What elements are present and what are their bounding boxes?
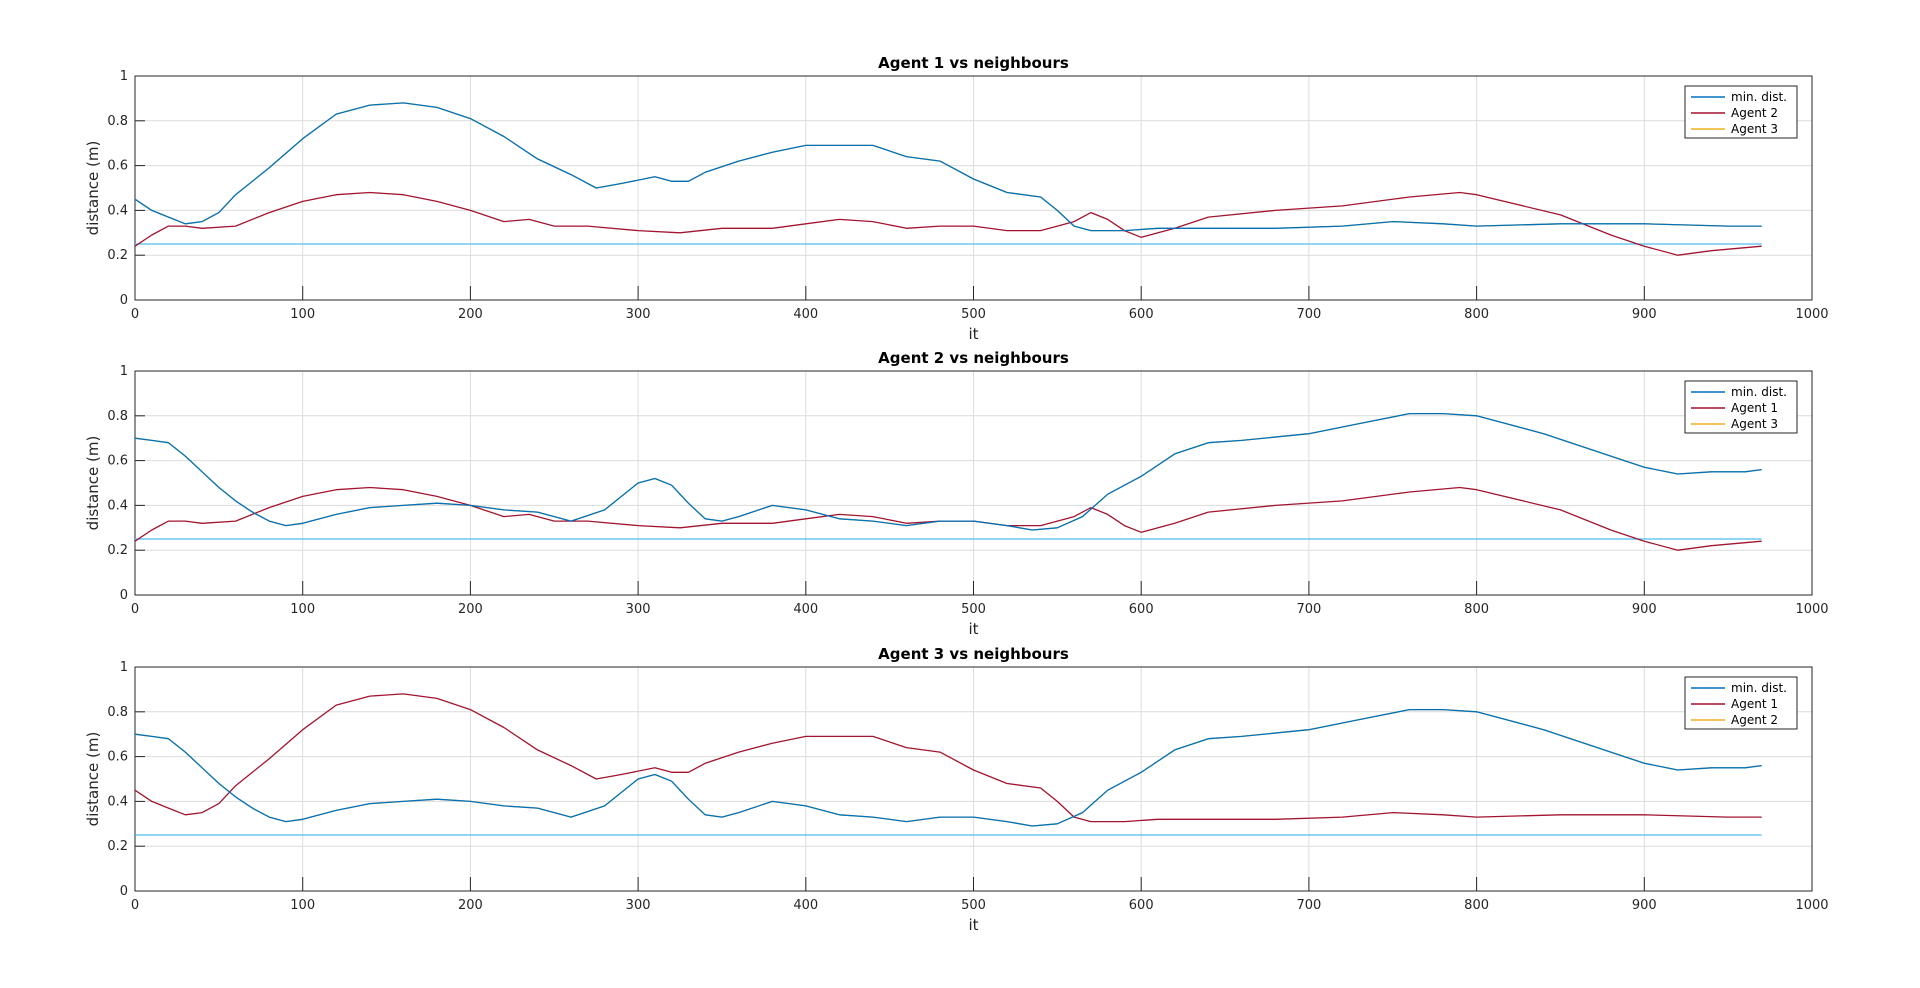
y-tick-label: 0.8: [107, 409, 128, 424]
series-line-1: [134, 102, 1762, 232]
y-tick-label: 0.6: [107, 159, 128, 174]
x-tick-label: 400: [793, 307, 818, 322]
series-line-2: [134, 191, 1762, 256]
x-tick-label: 500: [961, 898, 986, 913]
x-tick-label: 600: [1129, 602, 1154, 617]
legend-entry: min. dist.: [1731, 385, 1787, 399]
x-tick-label: 1000: [1795, 602, 1828, 617]
x-tick-label: 400: [793, 602, 818, 617]
legend-entry: min. dist.: [1731, 90, 1787, 104]
chart-title: Agent 1 vs neighbours: [878, 54, 1069, 72]
x-tick-label: 1000: [1795, 898, 1828, 913]
y-tick-label: 0: [120, 293, 128, 308]
x-tick-label: 0: [131, 898, 139, 913]
y-tick-label: 1: [120, 69, 128, 84]
subplot-2: 0 100 200 300 400 500 600 700 800 900 1000 0 0.2 0.4 0…: [84, 349, 1829, 638]
y-tick-label: 0.2: [107, 248, 128, 263]
y-axis-label: distance (m): [84, 141, 102, 236]
subplot-3: 0 100 200 300 400 500 600 700 800 900 1000 0 0.2 0.4 0…: [84, 645, 1829, 934]
x-tick-label: 0: [131, 307, 139, 322]
x-tick-label: 300: [626, 602, 651, 617]
x-tick-label: 700: [1296, 898, 1321, 913]
x-tick-label: 500: [961, 307, 986, 322]
legend-entry: min. dist.: [1731, 681, 1787, 695]
x-tick-label: 900: [1632, 307, 1657, 322]
x-tick-label: 1000: [1795, 307, 1828, 322]
y-tick-label: 0.2: [107, 543, 128, 558]
x-tick-label: 900: [1632, 602, 1657, 617]
y-tick-label: 0.4: [107, 794, 128, 809]
legend-entry: Agent 1: [1731, 697, 1778, 711]
x-axis-label: it: [968, 325, 978, 343]
x-axis-label: it: [968, 620, 978, 638]
legend-entry: Agent 3: [1731, 122, 1778, 136]
x-tick-label: 100: [290, 307, 315, 322]
y-tick-label: 1: [120, 660, 128, 675]
x-tick-label: 200: [458, 307, 483, 322]
legend: min. dist. Agent 2 Agent 3: [1684, 85, 1798, 139]
chart-title: Agent 3 vs neighbours: [878, 645, 1069, 663]
x-tick-label: 500: [961, 602, 986, 617]
chart-title: Agent 2 vs neighbours: [878, 349, 1069, 367]
x-tick-label: 700: [1296, 602, 1321, 617]
y-tick-label: 0.4: [107, 498, 128, 513]
series-line-3: [134, 102, 1762, 232]
series-line-2: [134, 693, 1762, 823]
legend-entry: Agent 2: [1731, 106, 1778, 120]
x-tick-label: 900: [1632, 898, 1657, 913]
x-tick-label: 800: [1464, 602, 1489, 617]
series-line-1: [134, 708, 1762, 827]
series-line-3: [134, 412, 1762, 531]
legend-entry: Agent 1: [1731, 401, 1778, 415]
y-tick-label: 0.6: [107, 750, 128, 765]
x-tick-label: 800: [1464, 307, 1489, 322]
x-axis-label: it: [968, 916, 978, 934]
series-line-2: [134, 486, 1762, 551]
x-tick-label: 200: [458, 602, 483, 617]
y-tick-label: 0.8: [107, 114, 128, 129]
y-axis-label: distance (m): [84, 436, 102, 531]
x-tick-label: 700: [1296, 307, 1321, 322]
y-tick-label: 0.8: [107, 705, 128, 720]
y-axis-label: distance (m): [84, 732, 102, 827]
y-tick-label: 0.6: [107, 454, 128, 469]
y-tick-label: 1: [120, 364, 128, 379]
legend-entry: Agent 3: [1731, 417, 1778, 431]
x-tick-label: 300: [626, 307, 651, 322]
subplot-1: 0 100 200 300 400 500 600 700 800 900 1000 0 0.2 0.4 0…: [84, 54, 1829, 343]
x-tick-label: 400: [793, 898, 818, 913]
x-tick-label: 0: [131, 602, 139, 617]
x-tick-label: 800: [1464, 898, 1489, 913]
x-tick-label: 100: [290, 898, 315, 913]
x-tick-label: 100: [290, 602, 315, 617]
series-line-1: [134, 412, 1762, 531]
legend: min. dist. Agent 1 Agent 3: [1684, 380, 1798, 434]
y-tick-label: 0.4: [107, 203, 128, 218]
x-tick-label: 300: [626, 898, 651, 913]
y-tick-label: 0: [120, 884, 128, 899]
legend: min. dist. Agent 1 Agent 2: [1684, 676, 1798, 730]
y-tick-label: 0: [120, 588, 128, 603]
y-tick-label: 0.2: [107, 839, 128, 854]
legend-entry: Agent 2: [1731, 713, 1778, 727]
x-tick-label: 600: [1129, 307, 1154, 322]
x-tick-label: 200: [458, 898, 483, 913]
x-tick-label: 600: [1129, 898, 1154, 913]
series-line-3: [134, 708, 1762, 827]
